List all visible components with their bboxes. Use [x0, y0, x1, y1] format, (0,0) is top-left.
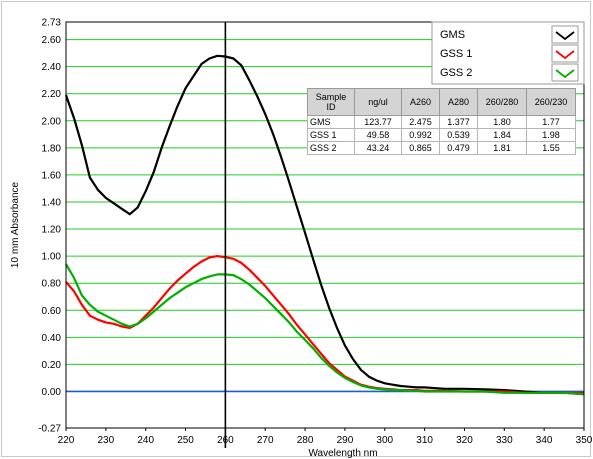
- x-tick-label: 220: [58, 435, 75, 446]
- y-tick-label: 2.40: [42, 62, 62, 73]
- x-tick-label: 330: [496, 435, 513, 446]
- table-header-cell: 260/230: [526, 88, 576, 116]
- y-tick-label: 0.40: [42, 333, 62, 344]
- table-cell: 2.475: [401, 115, 440, 129]
- table-cell: 1.377: [439, 115, 478, 129]
- series-line-gms: [64, 54, 585, 396]
- legend-swatch-box: [551, 25, 579, 44]
- table-cell: 0.539: [439, 128, 478, 142]
- y-tick-label: 1.60: [42, 170, 62, 181]
- table-header-cell: 260/280: [477, 88, 527, 116]
- table-cell: 1.84: [477, 128, 527, 142]
- y-tick-label: 0.00: [42, 387, 62, 398]
- x-tick-label: 340: [536, 435, 553, 446]
- table-cell: 123.77: [354, 115, 402, 129]
- y-tick-label: 0.20: [42, 360, 62, 371]
- legend-label: GSS 1: [440, 48, 472, 60]
- legend-swatch-gss-2: [555, 69, 575, 79]
- x-axis-title: Wavelength nm: [308, 448, 377, 458]
- y-tick-label: 2.73: [42, 18, 62, 29]
- y-tick-label: 2.00: [42, 116, 62, 127]
- table-header-cell: A260: [401, 88, 440, 116]
- table-header-row: Sample ID ng/ul A260 A280 260/280 260/23…: [307, 88, 576, 116]
- table-header-cell: A280: [439, 88, 478, 116]
- y-tick-label: 2.60: [42, 35, 62, 46]
- table-cell: 1.55: [526, 141, 576, 155]
- y-tick-label: 1.40: [42, 197, 62, 208]
- y-tick-label: 0.60: [42, 306, 62, 317]
- series-line-gss-2: [65, 263, 585, 396]
- legend-label: GMS: [440, 29, 465, 41]
- table-header-cell: Sample ID: [307, 88, 355, 116]
- table-cell: 1.77: [526, 115, 576, 129]
- table-cell: 0.865: [401, 141, 440, 155]
- x-tick-label: 240: [137, 435, 154, 446]
- y-tick-label: 1.80: [42, 143, 62, 154]
- table-cell: 0.992: [401, 128, 440, 142]
- x-tick-label: 270: [257, 435, 274, 446]
- legend-swatch-gms: [555, 31, 575, 41]
- table-row: GSS 1 49.58 0.992 0.539 1.84 1.98: [307, 128, 576, 142]
- sample-data-table: Sample ID ng/ul A260 A280 260/280 260/23…: [307, 88, 576, 155]
- x-tick-label: 250: [177, 435, 194, 446]
- x-tick-label: 300: [376, 435, 393, 446]
- legend-swatch-box: [551, 44, 579, 63]
- x-tick-label: 290: [337, 435, 354, 446]
- table-cell: GSS 2: [307, 141, 355, 155]
- x-tick-label: 320: [456, 435, 473, 446]
- y-tick-label: -0.27: [38, 424, 61, 435]
- y-tick-label: 0.80: [42, 279, 62, 290]
- table-cell: 1.98: [526, 128, 576, 142]
- table-cell: GMS: [307, 115, 355, 129]
- x-tick-label: 230: [98, 435, 115, 446]
- legend-swatch-box: [551, 63, 579, 82]
- table-row: GMS 123.77 2.475 1.377 1.80 1.77: [307, 115, 576, 129]
- x-tick-label: 310: [416, 435, 433, 446]
- table-row: GSS 2 43.24 0.865 0.479 1.81 1.55: [307, 141, 576, 155]
- x-tick-label: 280: [297, 435, 314, 446]
- table-cell: 49.58: [354, 128, 402, 142]
- legend-swatch-gss-1: [555, 50, 575, 60]
- table-cell: 0.479: [439, 141, 478, 155]
- plot-border: [65, 21, 585, 429]
- legend-label: GSS 2: [440, 67, 472, 79]
- y-tick-label: 2.20: [42, 89, 62, 100]
- table-cell: GSS 1: [307, 128, 355, 142]
- table-cell: 43.24: [354, 141, 402, 155]
- table-header-cell: ng/ul: [354, 88, 402, 116]
- table-cell: 1.80: [477, 115, 527, 129]
- y-tick-label: 1.00: [42, 252, 62, 263]
- table-cell: 1.81: [477, 141, 527, 155]
- y-axis-title: 10 mm Absorbance: [10, 181, 21, 268]
- y-tick-label: 1.20: [42, 225, 62, 236]
- x-tick-label: 350: [576, 435, 592, 446]
